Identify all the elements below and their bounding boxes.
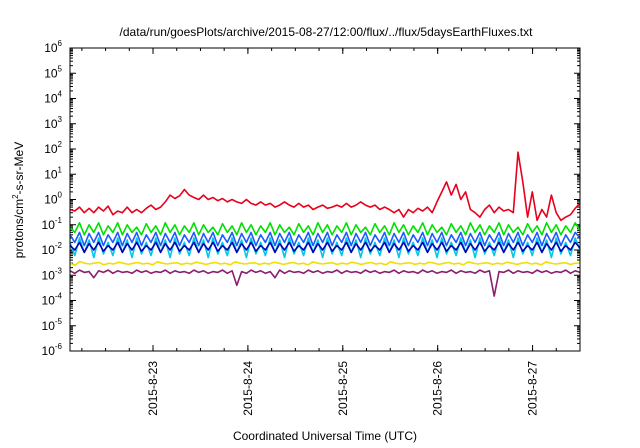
y-tick-label: 10-4	[42, 292, 63, 308]
x-axis-label: Coordinated Universal Time (UTC)	[233, 429, 417, 443]
y-tick-base: 10	[42, 268, 56, 282]
y-tick-exp: 0	[58, 191, 63, 200]
y-tick-exp: -2	[55, 241, 63, 250]
y-tick-exp: 2	[58, 140, 63, 149]
y-tick-exp: 4	[58, 90, 63, 99]
y-tick-exp: -1	[55, 216, 63, 225]
y-tick-label: 104	[44, 90, 62, 106]
y-tick-exp: 6	[58, 39, 63, 48]
y-tick-base: 10	[42, 294, 56, 308]
x-tick-label: 2015-8-27	[526, 361, 540, 416]
series-line-3	[69, 231, 581, 247]
y-tick-base: 10	[42, 319, 56, 333]
y-tick-base: 10	[44, 92, 58, 106]
y-tick-label: 102	[44, 140, 62, 156]
y-tick-exp: -5	[55, 317, 63, 326]
y-tick-exp: 5	[58, 64, 63, 73]
y-axis-label-sup: 2	[11, 194, 20, 199]
x-tick-label: 2015-8-23	[146, 361, 160, 416]
series-line-2	[69, 237, 581, 259]
y-axis-label-post: -s-sr-MeV	[12, 142, 26, 195]
y-tick-base: 10	[44, 193, 58, 207]
y-tick-exp: 1	[58, 165, 63, 174]
y-tick-label: 10-1	[42, 216, 63, 232]
series-layer	[69, 151, 581, 297]
x-tick-label: 2015-8-24	[241, 361, 255, 416]
chart-title: /data/run/goesPlots/archive/2015-08-27/1…	[120, 25, 534, 39]
series-line-4	[69, 241, 581, 254]
series-line-0	[69, 151, 581, 222]
x-tick-label: 2015-8-25	[336, 361, 350, 416]
y-tick-label: 101	[44, 165, 62, 181]
y-tick-exp: -6	[55, 342, 63, 351]
y-tick-exp: -4	[55, 292, 63, 301]
series-line-6	[69, 269, 581, 297]
y-tick-base: 10	[44, 117, 58, 131]
series-line-1	[69, 222, 581, 236]
y-tick-exp: -3	[55, 266, 63, 275]
plot-frame	[69, 47, 581, 352]
y-tick-base: 10	[44, 41, 58, 55]
y-axis-label: protons/cm2-s-sr-MeV	[11, 142, 26, 258]
series-line-5	[69, 260, 580, 267]
y-tick-base: 10	[42, 344, 56, 358]
y-tick-base: 10	[44, 66, 58, 80]
y-tick-label: 100	[44, 191, 62, 207]
y-tick-label: 10-5	[42, 317, 63, 333]
y-axis-label-pre: protons/cm	[12, 199, 26, 258]
y-tick-label: 103	[44, 115, 62, 131]
y-tick-base: 10	[44, 142, 58, 156]
x-tick-label: 2015-8-26	[431, 361, 445, 416]
y-tick-label: 10-3	[42, 266, 63, 282]
y-tick-label: 105	[44, 64, 62, 80]
y-axis-ticks: 10610510410310210110010-110-210-310-410-…	[42, 39, 580, 358]
y-tick-base: 10	[42, 243, 56, 257]
y-tick-base: 10	[44, 167, 58, 181]
x-axis-ticks: 2015-8-23 2015-8-24 2015-8-25 2015-8-26 2015…	[81, 48, 557, 416]
y-tick-label: 10-2	[42, 241, 63, 257]
y-tick-base: 10	[42, 218, 56, 232]
y-tick-label: 10-6	[42, 342, 63, 358]
y-tick-exp: 3	[58, 115, 63, 124]
y-tick-label: 106	[44, 39, 62, 55]
